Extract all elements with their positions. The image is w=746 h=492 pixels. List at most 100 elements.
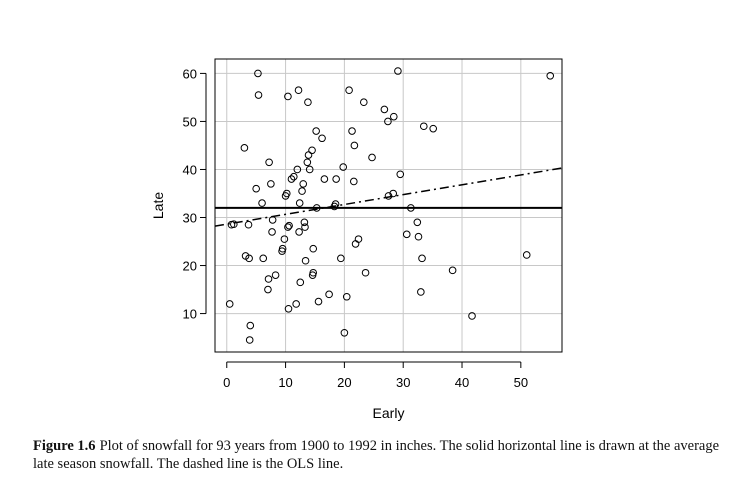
data-point-0: [225, 300, 234, 308]
x-tick-label-0: 0: [223, 375, 230, 390]
data-point-5: [244, 220, 253, 229]
caption-ols-term: OLS: [286, 456, 315, 472]
data-point-61: [339, 163, 348, 171]
data-point-6: [245, 254, 253, 263]
data-point-43: [303, 158, 312, 167]
data-point-40: [300, 218, 309, 227]
data-point-91: [546, 72, 555, 80]
data-point-89: [468, 312, 476, 320]
data-point-18: [268, 228, 276, 236]
data-point-33: [293, 165, 302, 174]
data-point-70: [359, 98, 368, 107]
data-point-63: [342, 292, 351, 301]
data-point-17: [267, 180, 275, 188]
y-tick-label-40: 40: [183, 162, 197, 177]
data-point-45: [304, 151, 313, 159]
caption-text-end: line.: [314, 456, 344, 472]
x-tick-label-50: 50: [514, 375, 528, 390]
data-point-82: [413, 218, 422, 227]
data-point-22: [278, 244, 287, 253]
x-tick-label-40: 40: [455, 375, 469, 390]
data-point-77: [389, 112, 398, 121]
x-tick-label-30: 30: [396, 375, 410, 390]
x-axis: 0 10 20 30 40 50: [223, 361, 528, 390]
data-point-37: [296, 278, 305, 287]
data-point-7: [245, 336, 254, 344]
data-point-80: [402, 230, 411, 239]
data-point-49: [309, 244, 318, 253]
data-point-88: [448, 266, 457, 275]
x-tick-label-20: 20: [337, 375, 351, 390]
data-point-54: [318, 134, 326, 143]
data-point-13: [259, 254, 268, 263]
caption-text: Plot of snowfall for 93 years from 1900 …: [33, 438, 720, 472]
data-point-79: [396, 170, 405, 179]
data-point-10: [254, 69, 262, 78]
data-point-42: [301, 256, 310, 265]
ols-regression-line: [214, 167, 563, 227]
data-point-29: [285, 221, 293, 230]
y-tick-label-60: 60: [183, 66, 197, 81]
data-point-68: [351, 240, 360, 248]
y-axis-title: Late: [150, 192, 166, 219]
data-point-74: [384, 117, 392, 126]
data-point-31: [290, 172, 298, 181]
plot-frame: [214, 58, 563, 353]
data-point-66: [350, 177, 358, 186]
data-point-27: [284, 92, 292, 101]
data-point-20: [271, 271, 280, 279]
data-point-36: [295, 199, 304, 207]
data-point-2: [230, 220, 238, 229]
data-point-25: [282, 189, 291, 198]
data-point-71: [361, 268, 370, 277]
data-point-56: [325, 290, 333, 299]
data-point-85: [418, 254, 426, 263]
data-point-76: [389, 189, 398, 198]
data-points: [225, 67, 555, 344]
data-point-39: [299, 180, 308, 188]
y-tick-label-30: 30: [183, 211, 197, 226]
data-point-23: [280, 235, 289, 243]
data-point-60: [337, 254, 345, 263]
data-point-35: [295, 228, 303, 236]
data-point-8: [246, 321, 255, 330]
y-tick-label-10: 10: [183, 307, 197, 322]
data-point-67: [350, 141, 359, 150]
data-point-9: [252, 184, 260, 193]
data-point-44: [304, 98, 312, 107]
data-point-90: [522, 251, 531, 259]
data-point-69: [354, 235, 363, 243]
data-point-32: [292, 300, 300, 308]
data-point-53: [314, 297, 323, 306]
data-point-51: [312, 127, 320, 135]
data-point-16: [265, 158, 273, 167]
y-axis: 10 20 30 40 50 60: [183, 66, 207, 322]
data-point-3: [240, 144, 249, 152]
data-point-12: [258, 199, 266, 207]
figure-label: Figure 1.6: [33, 438, 96, 454]
y-tick-label-20: 20: [183, 259, 197, 274]
data-point-64: [345, 86, 353, 95]
data-point-83: [414, 232, 423, 241]
data-point-26: [284, 223, 292, 231]
data-point-78: [394, 67, 402, 75]
data-point-59: [332, 175, 340, 183]
scatter-plot: 0 10 20 30 40 50 10 20 30 40 50 60 Early Late: [150, 58, 563, 421]
data-point-62: [340, 328, 349, 337]
data-point-46: [305, 165, 314, 174]
data-point-55: [320, 175, 329, 183]
y-tick-label-50: 50: [183, 114, 197, 129]
data-point-47: [308, 146, 316, 155]
data-point-87: [429, 124, 437, 133]
data-point-14: [264, 285, 272, 294]
data-point-50: [309, 268, 318, 277]
data-point-38: [298, 187, 306, 195]
x-tick-label-10: 10: [278, 375, 292, 390]
data-point-65: [348, 127, 356, 135]
grid-lines: [215, 59, 562, 352]
data-point-28: [284, 304, 293, 313]
data-point-86: [419, 122, 428, 131]
data-point-15: [264, 275, 273, 283]
data-point-84: [417, 288, 425, 296]
data-point-34: [294, 86, 303, 95]
